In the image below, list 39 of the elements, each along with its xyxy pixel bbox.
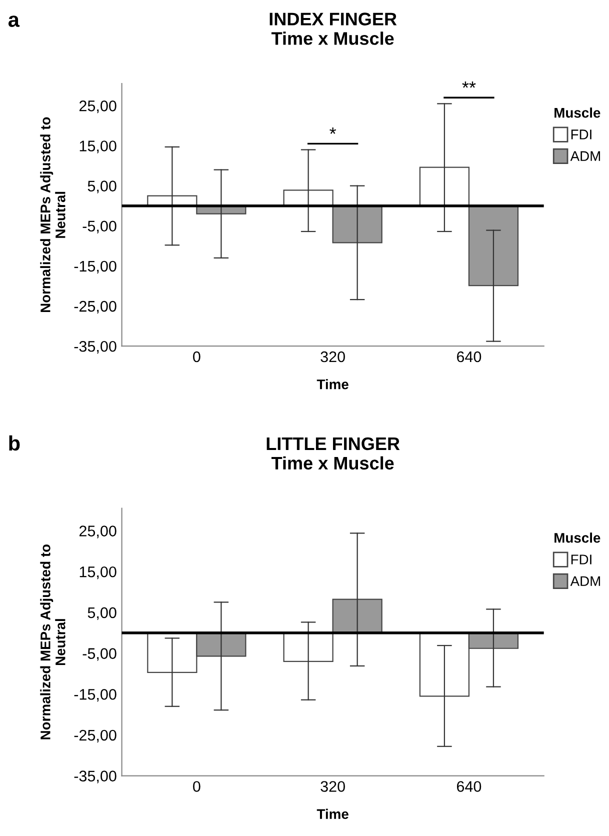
- bar: [419, 166, 470, 206]
- y-tick-label: -15,00: [74, 688, 116, 702]
- x-axis-title: Time: [316, 379, 348, 390]
- y-tick-label: -35,00: [74, 770, 116, 784]
- y-tick-label: -15,00: [74, 260, 116, 274]
- y-tick-label: -35,00: [74, 340, 116, 354]
- y-tick-label: 5,00: [88, 607, 116, 620]
- legend-title: Muscle: [554, 532, 600, 543]
- x-tick-label: 0: [193, 351, 200, 362]
- legend-label: FDI: [571, 554, 592, 564]
- x-axis-title: Time: [316, 808, 348, 819]
- x-tick-label: 0: [193, 781, 200, 792]
- x-tick-label: 640: [456, 351, 482, 362]
- x-tick-label: 640: [456, 781, 482, 792]
- y-axis-title: Normalized MEPs Adjusted to Neutral: [40, 544, 66, 740]
- y-tick-label: 15,00: [80, 566, 116, 580]
- text: b: [9, 435, 20, 451]
- annotation: *: [330, 128, 336, 134]
- chart-title: INDEX FINGER Time x Muscle: [270, 12, 397, 45]
- y-tick-label: 15,00: [80, 140, 116, 154]
- x-tick-label: 320: [320, 781, 345, 792]
- y-tick-label: -25,00: [74, 730, 116, 742]
- y-tick-label: -5,00: [82, 648, 116, 661]
- y-tick-label: 25,00: [79, 100, 116, 114]
- y-tick-label: -5,00: [82, 220, 116, 234]
- y-tick-label: 25,00: [79, 526, 116, 538]
- y-axis-title: Normalized MEPs Adjusted to Neutral: [40, 117, 66, 312]
- bar: [468, 205, 519, 286]
- bar: [332, 205, 382, 244]
- legend-title: Muscle: [554, 108, 600, 118]
- legend-label: ADM: [570, 151, 600, 161]
- legend-label: ADM: [570, 576, 600, 586]
- chart-title: LITTLE FINGER Time x Muscle: [266, 437, 400, 470]
- y-tick-label: -25,00: [74, 300, 116, 314]
- x-tick-label: 320: [320, 351, 345, 362]
- legend-label: FDI: [571, 130, 592, 140]
- y-tick-label: 5,00: [88, 180, 116, 194]
- text: a: [8, 16, 20, 27]
- annotation: **: [462, 81, 476, 88]
